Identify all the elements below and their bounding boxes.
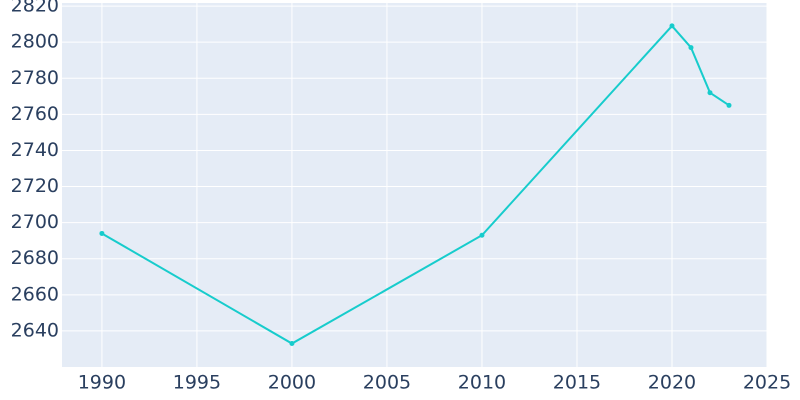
x-tick-label: 1990 bbox=[78, 372, 126, 394]
y-tick-label: 2800 bbox=[11, 31, 59, 53]
y-tick-label: 2820 bbox=[11, 0, 59, 17]
x-tick-label: 2005 bbox=[363, 372, 411, 394]
x-tick-label: 2010 bbox=[458, 372, 506, 394]
y-tick-label: 2720 bbox=[11, 175, 59, 197]
y-tick-label: 2780 bbox=[11, 67, 59, 89]
x-tick-label: 1995 bbox=[173, 372, 221, 394]
x-tick-label: 2025 bbox=[743, 372, 791, 394]
marker bbox=[688, 45, 694, 51]
y-tick-label: 2640 bbox=[11, 319, 59, 341]
marker bbox=[99, 230, 105, 236]
marker bbox=[726, 102, 732, 108]
marker bbox=[707, 90, 713, 96]
y-tick-label: 2700 bbox=[11, 211, 59, 233]
marker bbox=[289, 341, 295, 347]
y-tick-label: 2680 bbox=[11, 247, 59, 269]
y-tick-label: 2740 bbox=[11, 139, 59, 161]
y-tick-label: 2760 bbox=[11, 103, 59, 125]
marker bbox=[669, 23, 675, 29]
plot-area bbox=[62, 3, 767, 367]
marker bbox=[479, 232, 485, 238]
x-tick-label: 2000 bbox=[268, 372, 316, 394]
x-tick-label: 2015 bbox=[553, 372, 601, 394]
y-tick-label: 2660 bbox=[11, 283, 59, 305]
x-tick-label: 2020 bbox=[648, 372, 696, 394]
